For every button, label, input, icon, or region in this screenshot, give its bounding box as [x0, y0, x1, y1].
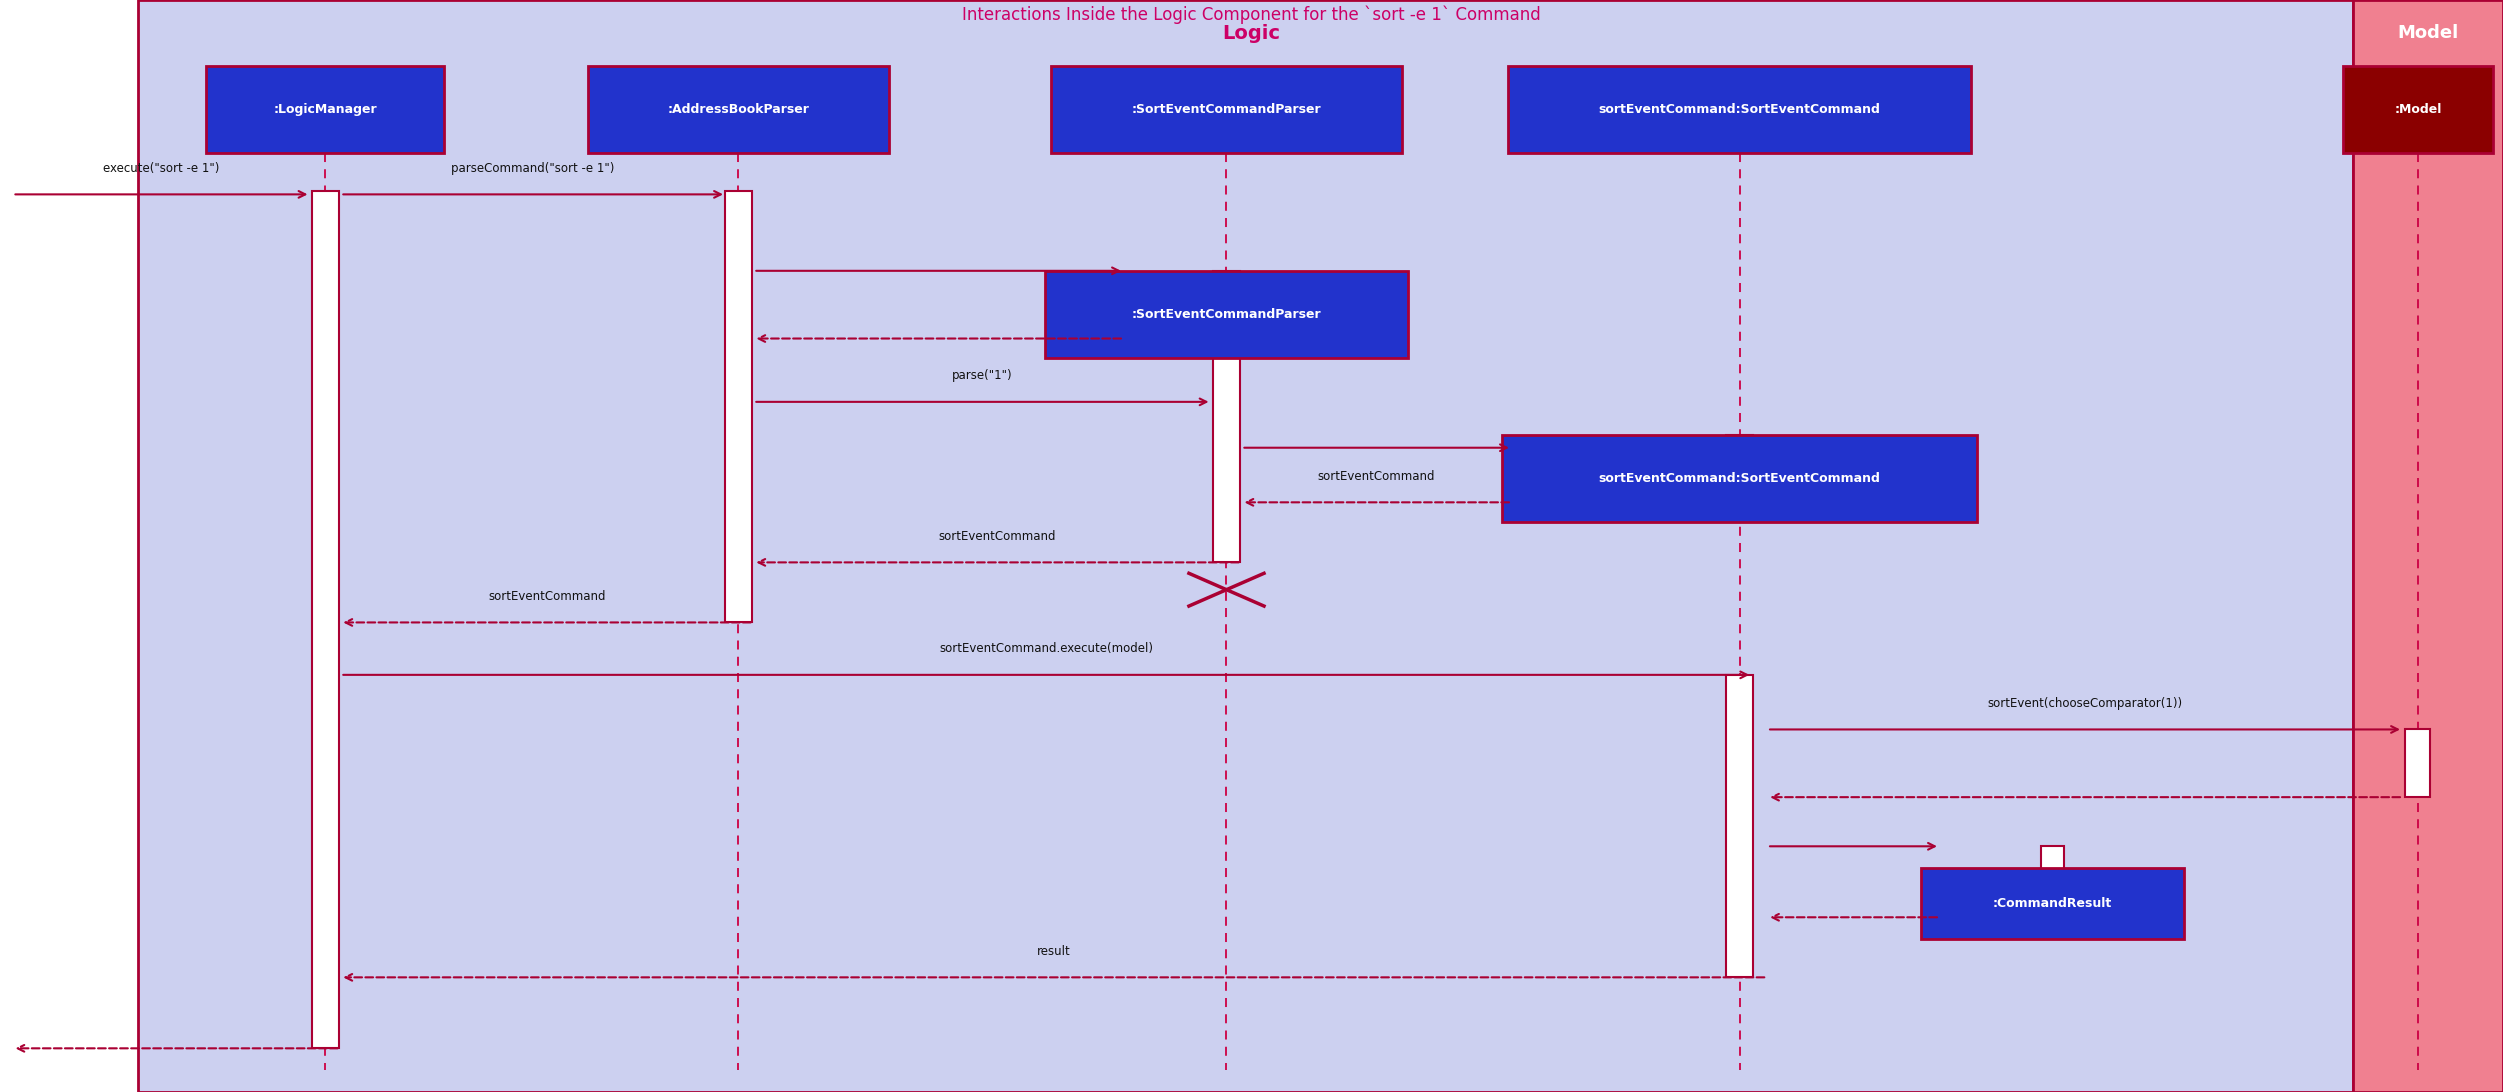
Text: :AddressBookParser: :AddressBookParser [668, 103, 808, 116]
Text: sortEventCommand: sortEventCommand [939, 530, 1056, 543]
Text: sortEventCommand.execute(model): sortEventCommand.execute(model) [939, 642, 1154, 655]
Bar [1214, 271, 1241, 562]
Text: parse("1"): parse("1") [951, 369, 1014, 382]
Text: sortEventCommand: sortEventCommand [1319, 470, 1434, 483]
Text: sortEvent(chooseComparator(1)): sortEvent(chooseComparator(1)) [1987, 697, 2183, 710]
Text: :Model: :Model [2395, 103, 2440, 116]
Text: parseCommand("sort -e 1"): parseCommand("sort -e 1") [451, 162, 616, 175]
Bar [2405, 729, 2430, 797]
Text: result: result [1036, 945, 1071, 958]
Bar [1046, 271, 1407, 358]
Text: sortEventCommand:SortEventCommand: sortEventCommand:SortEventCommand [1599, 103, 1880, 116]
Bar [1922, 868, 2183, 939]
Text: :CommandResult: :CommandResult [1992, 898, 2113, 910]
Bar [2343, 66, 2493, 153]
Bar [310, 191, 338, 1048]
Bar [2042, 846, 2062, 917]
Bar [588, 66, 889, 153]
Text: sortEventCommand:SortEventCommand: sortEventCommand:SortEventCommand [1599, 472, 1880, 485]
Bar [1727, 435, 1755, 502]
Text: Logic: Logic [1221, 24, 1282, 43]
Text: :SortEventCommandParser: :SortEventCommandParser [1131, 308, 1322, 321]
Bar [1051, 66, 1402, 153]
Text: :SortEventCommandParser: :SortEventCommandParser [1131, 103, 1322, 116]
Text: Model: Model [2398, 24, 2458, 41]
Bar [1727, 675, 1755, 977]
Text: sortEventCommand: sortEventCommand [488, 590, 606, 603]
Bar [1502, 435, 1977, 522]
Bar [138, 0, 2353, 1092]
Bar [726, 191, 751, 622]
Text: execute("sort -e 1"): execute("sort -e 1") [103, 162, 220, 175]
Text: Interactions Inside the Logic Component for the `sort -e 1` Command: Interactions Inside the Logic Component … [961, 5, 1542, 24]
Text: :LogicManager: :LogicManager [273, 103, 378, 116]
Bar [205, 66, 446, 153]
Bar [2353, 0, 2503, 1092]
Bar [1507, 66, 1970, 153]
